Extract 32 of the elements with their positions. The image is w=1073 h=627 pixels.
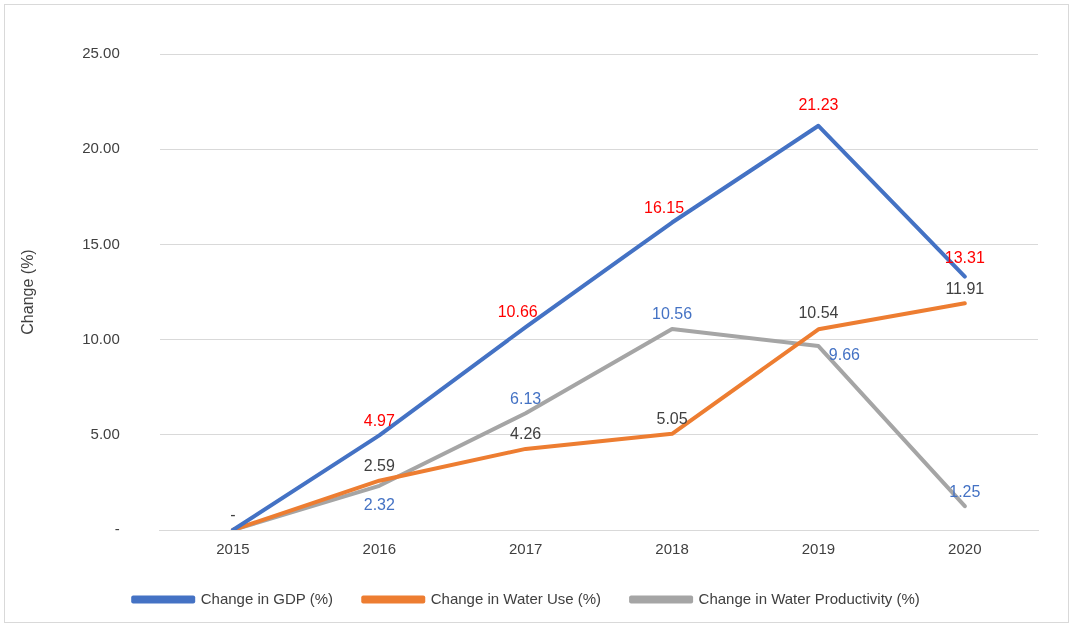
legend-label: Change in Water Productivity (%) bbox=[698, 589, 920, 607]
y-tick-label: 15.00 bbox=[82, 234, 120, 252]
data-label: 1.25 bbox=[949, 482, 981, 500]
y-tick-label: 25.00 bbox=[82, 44, 120, 62]
data-label: - bbox=[230, 506, 236, 524]
data-label: 11.91 bbox=[945, 279, 985, 297]
y-tick-label: 5.00 bbox=[90, 424, 120, 442]
y-axis-title: Change (%) bbox=[19, 249, 37, 335]
data-label: 5.05 bbox=[656, 410, 688, 428]
y-tick-label: - bbox=[114, 520, 120, 538]
legend-label: Change in Water Use (%) bbox=[430, 589, 602, 607]
x-tick-label: 2020 bbox=[948, 540, 982, 558]
data-label: 2.59 bbox=[363, 457, 395, 475]
data-label: 21.23 bbox=[798, 96, 839, 114]
x-tick-label: 2018 bbox=[655, 540, 689, 558]
data-label: 10.66 bbox=[497, 303, 538, 321]
x-tick-label: 2017 bbox=[508, 540, 543, 558]
x-tick-label: 2016 bbox=[362, 540, 396, 558]
x-tick-label: 2019 bbox=[801, 540, 836, 558]
data-label: 2.32 bbox=[363, 496, 395, 514]
legend-label: Change in GDP (%) bbox=[200, 589, 333, 607]
data-label: 4.26 bbox=[510, 425, 542, 443]
data-label: 13.31 bbox=[944, 248, 985, 266]
data-label: 4.97 bbox=[363, 411, 395, 429]
data-label: 16.15 bbox=[644, 198, 685, 216]
data-label: 10.54 bbox=[798, 303, 839, 321]
y-tick-label: 20.00 bbox=[82, 139, 120, 157]
data-label: 9.66 bbox=[828, 346, 861, 364]
y-tick-label: 10.00 bbox=[82, 329, 120, 347]
data-label: 6.13 bbox=[510, 389, 542, 407]
data-label: 10.56 bbox=[652, 305, 693, 323]
x-tick-label: 2015 bbox=[216, 540, 250, 558]
